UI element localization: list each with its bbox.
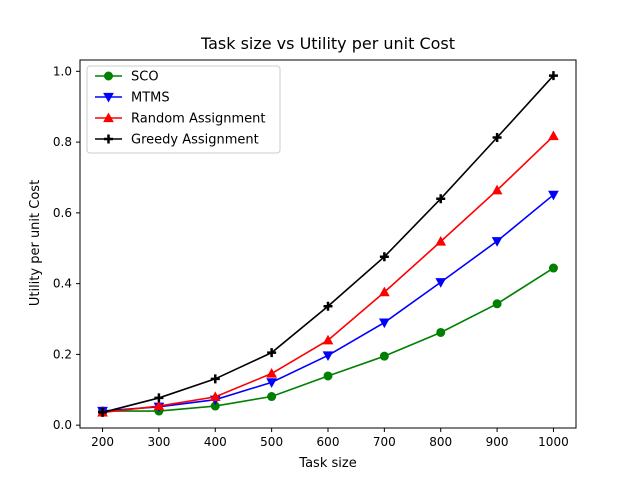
series-random-assignment: [97, 130, 559, 417]
data-point: [436, 194, 446, 204]
data-point: [322, 351, 334, 361]
series-layer: [97, 71, 559, 417]
x-axis-label: Task size: [298, 456, 356, 471]
data-point: [266, 367, 277, 378]
data-point: [492, 299, 502, 309]
x-tick-label: 400: [204, 435, 227, 449]
data-point: [491, 237, 503, 247]
data-point: [548, 263, 558, 273]
data-point: [548, 71, 558, 81]
data-point: [379, 252, 389, 262]
plot-frame: [79, 59, 577, 429]
data-point: [267, 348, 277, 358]
data-point: [104, 134, 113, 144]
y-tick-label: 0.6: [53, 206, 72, 220]
data-point: [104, 71, 113, 81]
data-point: [492, 132, 502, 142]
data-point: [267, 392, 277, 402]
x-tick-label: 600: [317, 435, 340, 449]
data-point: [153, 400, 165, 411]
x-tick-label: 500: [260, 435, 283, 449]
y-tick-label: 0.4: [53, 277, 72, 291]
legend-box: [86, 65, 281, 154]
legend-label: SCO: [131, 70, 159, 85]
data-point: [435, 278, 447, 288]
data-point: [379, 351, 389, 361]
data-point: [322, 334, 334, 345]
x-tick-label: 700: [373, 435, 396, 449]
data-point: [210, 374, 220, 384]
legend-label: MTMS: [131, 91, 170, 106]
legend-label: Greedy Assignment: [131, 133, 259, 148]
legend-item: SCO: [95, 70, 159, 85]
legend-item: MTMS: [95, 91, 170, 106]
data-point: [548, 190, 559, 201]
legend-item: Random Assignment: [95, 112, 266, 127]
data-point: [491, 184, 503, 195]
y-tick-label: 0.8: [53, 135, 72, 149]
y-axis-label: Utility per unit Cost: [28, 180, 43, 306]
x-tick-label: 900: [486, 435, 509, 449]
x-tick-label: 300: [147, 435, 170, 449]
data-point: [435, 235, 447, 246]
y-axis-ticks: 0.0 0.2 0.4 0.6 0.8 1.0: [53, 64, 80, 432]
x-tick-label: 800: [429, 435, 452, 449]
data-point: [379, 318, 390, 329]
x-tick-label: 200: [91, 435, 114, 449]
legend-label: Random Assignment: [131, 112, 266, 127]
x-axis-ticks: 200 300 400 500 600 700 800 900 1000: [91, 428, 569, 449]
y-tick-label: 0.0: [53, 418, 72, 432]
data-point: [323, 301, 333, 311]
data-point: [436, 327, 446, 337]
legend: SCO MTMS Random Assignment Greedy Assignmen…: [86, 65, 281, 154]
data-point: [103, 92, 114, 103]
data-point: [103, 112, 114, 123]
chart-title: Task size vs Utility per unit Cost: [200, 34, 455, 53]
y-tick-label: 0.2: [53, 347, 72, 361]
data-point: [266, 378, 277, 388]
data-point: [98, 407, 108, 417]
series-greedy-assignment: [98, 71, 558, 417]
data-point: [323, 371, 333, 381]
data-point: [548, 130, 559, 141]
y-tick-label: 1.0: [53, 64, 72, 78]
data-point: [154, 393, 164, 403]
legend-item: Greedy Assignment: [95, 133, 259, 148]
data-point: [209, 391, 221, 401]
x-tick-label: 1000: [538, 435, 569, 449]
data-point: [379, 286, 390, 297]
